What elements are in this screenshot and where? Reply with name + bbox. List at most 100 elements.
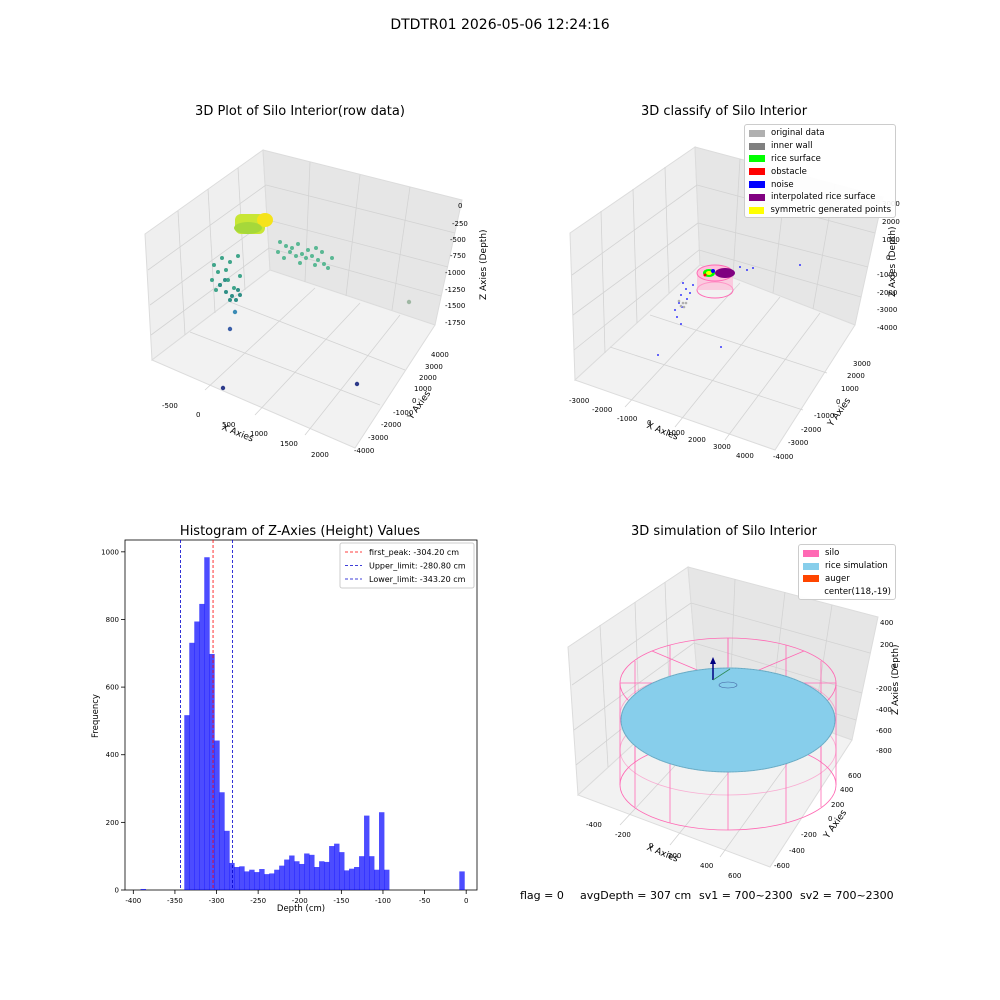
histogram-bar xyxy=(299,863,305,890)
histogram-bar xyxy=(329,846,335,890)
histogram-bar xyxy=(279,865,285,890)
x-tick: -500 xyxy=(162,402,178,410)
classify-legend-item: symmetric generated points xyxy=(749,204,891,217)
histogram-bar xyxy=(234,867,240,890)
y-tick: -3000 xyxy=(788,439,808,447)
y-tick-label: 0 xyxy=(115,887,119,895)
classify-legend: original data inner wall rice surface obsta… xyxy=(744,124,896,218)
x-tick: -200 xyxy=(615,831,631,839)
x-tick: 1000 xyxy=(667,429,685,437)
y-tick-label: 1000 xyxy=(101,548,119,556)
y-tick: 400 xyxy=(840,786,853,794)
classify-legend-label: obstacle xyxy=(771,166,807,177)
histogram-bar xyxy=(224,830,230,890)
y-tick: 3000 xyxy=(853,360,871,368)
x-tick: 0 xyxy=(196,411,200,419)
y-axis-label: Y Axies xyxy=(406,389,434,422)
z-tick: -800 xyxy=(876,747,892,755)
z-tick: 200 xyxy=(880,641,893,649)
y-tick: -400 xyxy=(789,847,805,855)
simulation-plot-title: 3D simulation of Silo Interior xyxy=(631,524,817,539)
sim-legend-item: silo xyxy=(803,547,891,560)
z-tick: -250 xyxy=(452,220,468,228)
y-tick: -1000 xyxy=(814,412,834,420)
histogram-bar xyxy=(339,852,345,890)
sim-legend-swatch xyxy=(803,575,819,583)
z-tick: -1750 xyxy=(445,319,465,327)
y-tick-label: 800 xyxy=(106,616,119,624)
raw-points xyxy=(210,213,412,391)
classify-legend-swatch xyxy=(749,155,765,163)
y-tick: 3000 xyxy=(425,363,443,371)
interpolated-surface xyxy=(715,268,735,278)
y-axis-label: Frequency xyxy=(91,694,101,738)
x-tick: 0 xyxy=(647,419,651,427)
histogram-bar xyxy=(199,603,205,890)
grid-lines xyxy=(571,158,876,441)
y-tick: 4000 xyxy=(431,351,449,359)
histogram-bar xyxy=(319,861,325,890)
z-tick: -750 xyxy=(450,252,466,260)
sim-legend-label: rice simulation xyxy=(825,561,888,572)
classify-legend-item: inner wall xyxy=(749,140,891,153)
z-tick: -400 xyxy=(876,706,892,714)
x-tick: 200 xyxy=(668,852,681,860)
x-tick-label: -150 xyxy=(333,897,349,905)
histogram-bars xyxy=(140,557,465,890)
y-tick: 0 xyxy=(836,398,840,406)
sv2-text: sv2 = 700~2300 xyxy=(800,889,894,902)
cluster-shade xyxy=(234,222,262,234)
y-tick: -2000 xyxy=(801,426,821,434)
sim-legend-label: auger xyxy=(825,573,850,584)
x-tick-label: -100 xyxy=(375,897,391,905)
histogram-bar xyxy=(384,869,390,890)
x-tick: -1000 xyxy=(617,415,637,423)
histogram-chart: -400 -350 -300 -250 -200 -150 -100 -50 0 0 200 400… xyxy=(91,539,478,914)
simulation-legend: silo rice simulation auger center(118,-19) xyxy=(798,544,896,600)
x-tick-label: -50 xyxy=(419,897,430,905)
histogram-bar xyxy=(334,843,340,890)
histogram-bar xyxy=(309,854,315,890)
histogram-bar xyxy=(274,869,280,890)
x-axis-label: X Axies xyxy=(645,421,680,443)
sim-legend-item: rice simulation xyxy=(803,560,891,573)
classify-legend-swatch xyxy=(749,206,765,214)
classify-legend-item: original data xyxy=(749,127,891,140)
simulation-3d-plot: -400 -200 0 200 400 600 -600 -400 -200 0… xyxy=(567,566,900,880)
y-ticks: 0 200 400 600 800 1000 xyxy=(101,548,125,895)
histogram-bar xyxy=(264,874,270,890)
histogram-bar xyxy=(284,859,290,890)
classified-points xyxy=(657,264,801,356)
x-tick-label: 0 xyxy=(464,897,468,905)
raw-3d-plot: -500 0 500 1000 1500 2000 -4000 -3000 -2… xyxy=(144,149,489,459)
x-ticks: -400 -350 -300 -250 -200 -150 -100 -50 0 xyxy=(125,890,468,905)
y-tick: 600 xyxy=(848,772,861,780)
histogram-bar xyxy=(459,871,465,890)
z-tick: -500 xyxy=(450,236,466,244)
x-axis-label: Depth (cm) xyxy=(277,904,325,914)
x-tick-label: -250 xyxy=(250,897,266,905)
symmetric-points xyxy=(706,271,712,275)
sim-axis-ticks: -400 -200 0 200 400 600 -600 -400 -200 0… xyxy=(586,619,895,880)
y-tick-label: 600 xyxy=(106,684,119,692)
histogram-bar xyxy=(359,856,365,890)
classify-legend-item: noise xyxy=(749,178,891,191)
legend-label: Upper_limit: -280.80 cm xyxy=(369,562,466,571)
classify-legend-swatch xyxy=(749,142,765,150)
rice-mesh xyxy=(620,667,836,773)
z-tick: -1000 xyxy=(445,269,465,277)
classify-legend-swatch xyxy=(749,181,765,189)
z-tick: -2000 xyxy=(877,289,897,297)
classify-legend-item: obstacle xyxy=(749,165,891,178)
histogram-bar xyxy=(219,792,225,890)
x-tick: 2000 xyxy=(311,451,329,459)
histogram-bar xyxy=(379,812,385,890)
y-tick-label: 400 xyxy=(106,751,119,759)
y-axis-label: Y Axies xyxy=(822,808,850,841)
histogram-bar xyxy=(209,653,215,890)
z-tick: 0 xyxy=(891,663,895,671)
y-tick: -1000 xyxy=(393,409,413,417)
y-tick: -2000 xyxy=(381,421,401,429)
z-tick: 0 xyxy=(458,202,462,210)
x-tick: -2000 xyxy=(592,406,612,414)
